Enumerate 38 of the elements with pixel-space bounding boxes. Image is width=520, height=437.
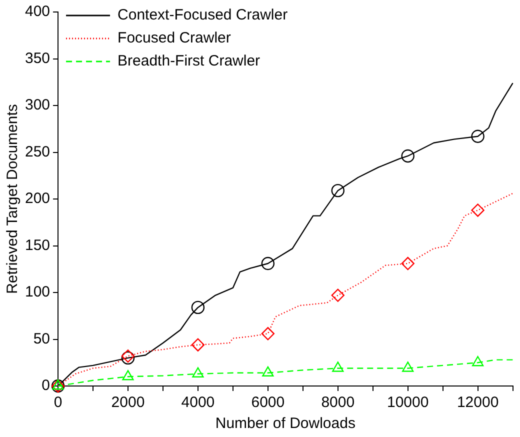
- y-tick-label: 400: [24, 3, 50, 20]
- point: [52, 379, 64, 390]
- point: [401, 256, 414, 270]
- point: [192, 367, 204, 378]
- legend-label: Breadth-First Crawler: [118, 52, 260, 70]
- point: [191, 338, 205, 352]
- x-tick-label: 10000: [386, 394, 429, 412]
- legend-label: Focused Crawler: [118, 30, 231, 47]
- x-tick-label: 12000: [456, 394, 499, 412]
- y-tick-label: 350: [24, 50, 50, 67]
- y-axis-title: Retrieved Target Documents: [4, 104, 22, 294]
- x-tick-label: 0: [54, 394, 62, 412]
- point: [332, 362, 344, 372]
- y-tick-label: 300: [24, 96, 50, 114]
- point: [262, 366, 274, 377]
- point: [471, 204, 484, 217]
- point: [122, 370, 134, 380]
- point: [401, 149, 414, 163]
- x-tick-label: 2000: [111, 394, 145, 412]
- legend-label: Context-Focused Crawler: [118, 6, 288, 24]
- point: [331, 288, 344, 302]
- y-tick-label: 250: [24, 143, 50, 160]
- y-tick-label: 0: [42, 377, 50, 394]
- point: [472, 356, 484, 366]
- x-axis-title: Number of Dowloads: [215, 415, 356, 432]
- point: [261, 256, 275, 270]
- y-tick-label: 100: [24, 284, 50, 301]
- point: [331, 184, 344, 198]
- y-tick-label: 200: [24, 190, 50, 208]
- point: [191, 300, 205, 314]
- x-tick-label: 8000: [321, 394, 355, 412]
- y-tick-label: 50: [33, 330, 50, 348]
- point: [261, 327, 275, 340]
- y-tick-label: 150: [24, 236, 50, 254]
- x-tick-label: 4000: [181, 394, 215, 412]
- x-tick-label: 6000: [251, 394, 285, 412]
- point: [471, 130, 484, 143]
- point: [402, 362, 414, 372]
